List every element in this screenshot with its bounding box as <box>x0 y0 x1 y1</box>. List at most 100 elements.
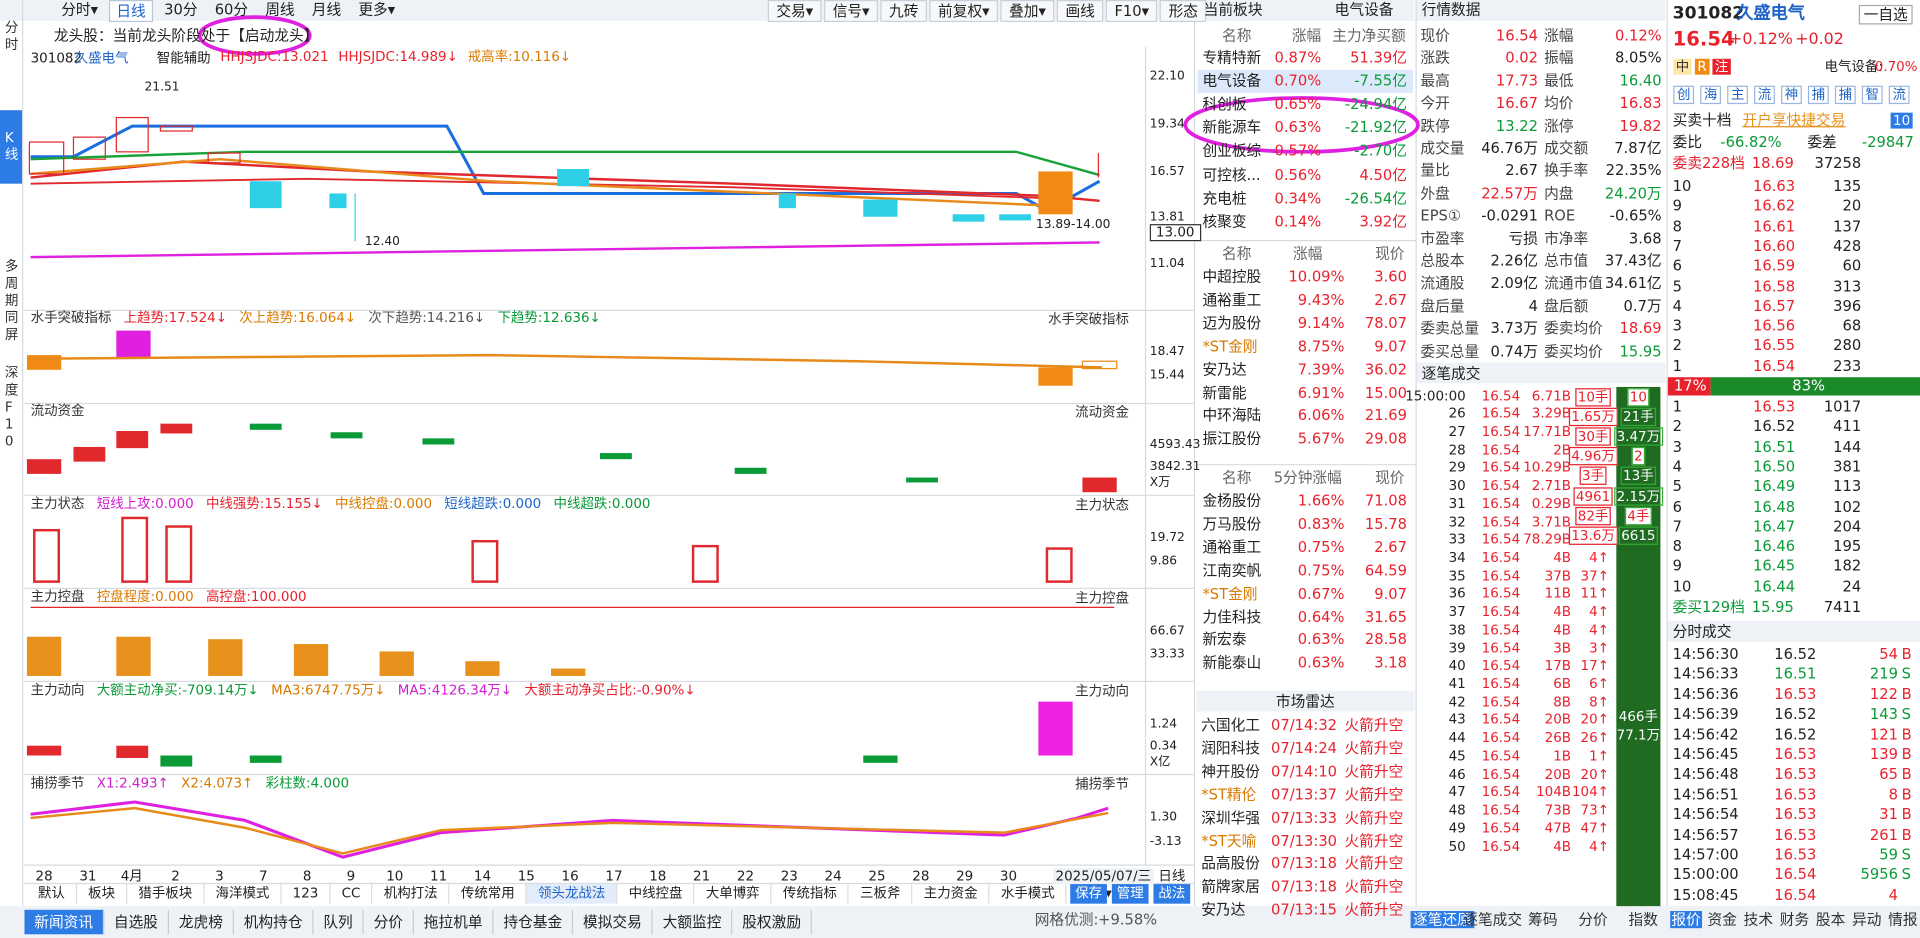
stock-name[interactable]: *ST金刚 <box>1202 584 1258 602</box>
radar-stock[interactable]: *ST精伦 <box>1201 785 1257 803</box>
bottom-tab[interactable]: 股权激励 <box>732 909 813 935</box>
right-tab[interactable]: 股本 <box>1815 911 1846 929</box>
stock-name[interactable]: *ST金刚 <box>1202 337 1258 355</box>
stock-name[interactable]: 新能泰山 <box>1202 654 1262 672</box>
period-tab[interactable]: 30分 <box>164 1 198 19</box>
mid-tab[interactable]: 逐笔还原 <box>1410 911 1475 929</box>
mid-tab[interactable]: 分价 <box>1578 911 1608 929</box>
tool-button[interactable]: 交易▾ <box>767 0 822 23</box>
bottom-tab[interactable]: 持仓基金 <box>494 909 574 935</box>
bottom-tab[interactable]: 自选股 <box>104 909 170 935</box>
stock-name[interactable]: 振江股份 <box>1202 430 1262 448</box>
feature-icon[interactable]: 主 <box>1727 85 1748 104</box>
right-tab[interactable]: 情报 <box>1888 911 1918 929</box>
assist-toggle[interactable]: 智能辅助 <box>156 49 211 66</box>
stock-name[interactable]: 新宏泰 <box>1202 631 1247 649</box>
right-tab[interactable]: 资金 <box>1707 911 1737 929</box>
radar-stock[interactable]: 箭牌家居 <box>1201 878 1261 896</box>
strategy-tab[interactable]: 海洋模式 <box>204 884 282 904</box>
period-tab[interactable]: 月线 <box>311 1 342 19</box>
bottom-tab[interactable]: 龙虎榜 <box>169 909 234 935</box>
side-tab[interactable]: 深度F10 <box>4 364 19 450</box>
period-tab[interactable]: 更多▾ <box>358 1 396 19</box>
promo-link[interactable]: 开户享快捷交易 <box>1742 111 1846 129</box>
bottom-tab[interactable]: 队列 <box>314 909 364 935</box>
sector-name[interactable]: 新能源车 <box>1202 119 1262 137</box>
strategy-tab[interactable]: 中线控盘 <box>618 884 695 904</box>
tool-button[interactable]: 信号▾ <box>824 0 879 23</box>
stock-name[interactable]: 迈为股份 <box>1202 314 1262 332</box>
bottom-tab[interactable]: 新闻资讯 <box>24 909 105 935</box>
mid-tab[interactable]: 指数 <box>1628 911 1658 929</box>
strategy-tab[interactable]: 传统常用 <box>450 884 527 904</box>
radar-stock[interactable]: 深圳华强 <box>1201 808 1261 827</box>
radar-stock[interactable]: 六国化工 <box>1201 716 1261 734</box>
side-tab[interactable]: K线 <box>4 129 19 163</box>
stock-name[interactable]: 通裕重工 <box>1202 538 1262 556</box>
strategy-tab[interactable]: 传统指标 <box>772 884 850 904</box>
feature-icon[interactable]: 流 <box>1754 85 1775 104</box>
tool-button[interactable]: 前复权▾ <box>929 0 999 23</box>
strategy-action[interactable]: 管理 <box>1111 884 1149 904</box>
strategy-tab[interactable]: 大单博弈 <box>695 884 772 904</box>
strategy-tab[interactable]: 123 <box>282 884 331 904</box>
feature-icon[interactable]: 捕 <box>1834 85 1856 104</box>
right-tab[interactable]: 技术 <box>1743 911 1774 929</box>
sector-name[interactable]: 充电桩 <box>1202 189 1247 207</box>
radar-stock[interactable]: 润阳科技 <box>1201 739 1261 757</box>
mid-tab[interactable]: 筹码 <box>1528 911 1558 929</box>
right-tab[interactable]: 报价 <box>1670 911 1703 929</box>
right-tab[interactable]: 异动 <box>1852 911 1882 929</box>
bottom-tab[interactable]: 分价 <box>364 909 414 935</box>
mid-tab[interactable]: 逐笔成交 <box>1463 911 1523 929</box>
stock-name[interactable]: 力佳科技 <box>1202 607 1262 626</box>
strategy-tab[interactable]: 默认 <box>27 884 78 904</box>
period-tab[interactable]: 周线 <box>265 1 295 19</box>
feature-icon[interactable]: 神 <box>1781 85 1802 104</box>
sector-name[interactable]: 电气设备 <box>1202 72 1262 90</box>
period-tab[interactable]: 60分 <box>214 1 249 19</box>
strategy-tab[interactable]: CC <box>331 884 373 904</box>
bottom-tab[interactable]: 机构持仓 <box>234 909 314 935</box>
stock-name[interactable]: 中环海陆 <box>1202 407 1262 425</box>
side-tab[interactable]: 多周期同屏 <box>4 258 19 343</box>
strategy-tab[interactable]: 主力资金 <box>913 884 990 904</box>
tool-button[interactable]: 画线 <box>1056 0 1104 23</box>
radar-stock[interactable]: 安乃达 <box>1201 901 1246 919</box>
stock-name[interactable]: 中超控股 <box>1202 268 1262 286</box>
sector-name[interactable]: 创业板综 <box>1202 142 1262 160</box>
feature-icon[interactable]: 捕 <box>1807 85 1829 104</box>
radar-stock[interactable]: *ST天喻 <box>1201 832 1257 850</box>
feature-icon[interactable]: 海 <box>1700 85 1722 104</box>
strategy-tab[interactable]: 板块 <box>77 884 128 904</box>
strategy-action[interactable]: 战法 <box>1153 884 1191 904</box>
radar-stock[interactable]: 神开股份 <box>1201 762 1261 780</box>
feature-icon[interactable]: 智 <box>1861 85 1883 104</box>
strategy-tab[interactable]: 水手模式 <box>990 884 1067 904</box>
strategy-tab[interactable]: 领头龙战法 <box>526 884 618 904</box>
tool-button[interactable]: F10▾ <box>1105 0 1158 23</box>
bottom-tab[interactable]: 拖拉机单 <box>414 909 494 935</box>
strategy-tab[interactable]: 猎手板块 <box>127 884 205 904</box>
strategy-action[interactable]: 保存 <box>1070 884 1107 904</box>
bottom-tab[interactable]: 大额监控 <box>653 909 733 935</box>
watch-button[interactable]: 一自选 <box>1858 4 1913 25</box>
bottom-tab[interactable]: 模拟交易 <box>573 909 653 935</box>
feature-icon[interactable]: 创 <box>1673 85 1695 104</box>
stock-name[interactable]: 通裕重工 <box>1202 291 1262 309</box>
feature-icon[interactable]: 流 <box>1888 85 1910 104</box>
stock-name[interactable]: 安乃达 <box>1202 360 1247 378</box>
strategy-tab[interactable]: 机构打法 <box>373 884 450 904</box>
tool-button[interactable]: 叠加▾ <box>1000 0 1055 23</box>
period-tab[interactable]: 分时▾ <box>61 1 98 19</box>
stock-name[interactable]: 金杨股份 <box>1202 492 1262 510</box>
stock-name[interactable]: 新雷能 <box>1202 383 1247 402</box>
side-tab[interactable]: 分时 <box>4 19 19 53</box>
stock-name[interactable]: 万马股份 <box>1202 515 1262 533</box>
tool-button[interactable]: 形态 <box>1160 0 1207 23</box>
sector-name[interactable]: 核聚变 <box>1202 212 1247 230</box>
book-mode[interactable]: 10 <box>1890 112 1913 128</box>
strategy-tab[interactable]: 三板斧 <box>849 884 913 904</box>
period-tab[interactable]: 日线 <box>109 0 154 23</box>
sector-name[interactable]: 科创板 <box>1202 95 1247 113</box>
